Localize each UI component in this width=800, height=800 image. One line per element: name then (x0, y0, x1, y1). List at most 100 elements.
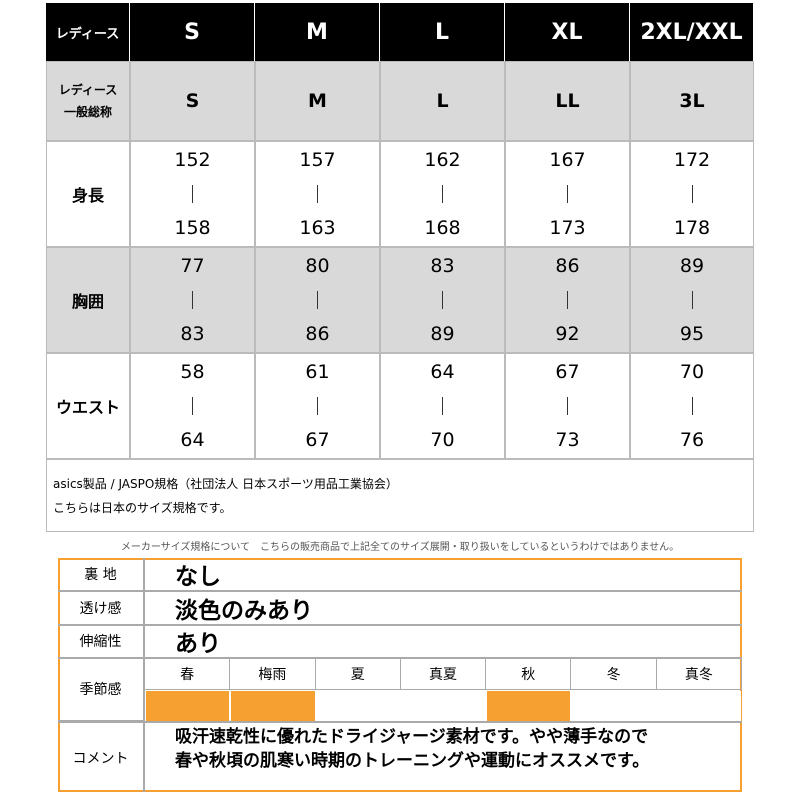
separator (691, 291, 693, 309)
header-size: M (255, 3, 380, 61)
season-flag (572, 691, 656, 721)
general-size: L (380, 61, 505, 141)
range-max: 163 (299, 217, 336, 239)
season-name: 真冬 (656, 658, 742, 690)
range-cell: 58 64 (130, 353, 255, 459)
range-cell: 67 73 (505, 353, 630, 459)
value: 淡色のみあり (175, 598, 313, 624)
header-size: 2XL/XXL (630, 3, 754, 61)
separator (691, 397, 693, 415)
range-max: 83 (180, 323, 205, 345)
range-min: 167 (549, 149, 586, 171)
general-label: レディース 一般総称 (46, 61, 130, 141)
range-cell: 70 76 (630, 353, 754, 459)
note: asics製品 / JASPO規格（社団法人 日本スポーツ用品工業協会） こちらは… (46, 459, 754, 532)
range-max: 92 (555, 323, 580, 345)
season-flag (401, 691, 486, 721)
label: 裏 地 (84, 567, 117, 583)
season-name: 真夏 (400, 658, 487, 690)
separator (317, 397, 318, 415)
value: あり (175, 631, 221, 657)
row-label: ウエスト (46, 353, 130, 459)
attr-value: なし (145, 558, 742, 592)
range-min: 157 (299, 149, 336, 171)
range-min: 172 (673, 149, 711, 171)
attr-value: あり (145, 625, 742, 659)
size: M (308, 90, 327, 112)
range-max: 89 (430, 323, 455, 345)
range-min: 64 (430, 361, 455, 383)
season-flag (487, 691, 571, 721)
comment-label: コメント (58, 723, 145, 792)
separator (317, 291, 318, 309)
range-max: 86 (305, 323, 330, 345)
label: 透け感 (79, 601, 122, 617)
range-cell: 172 178 (630, 141, 754, 247)
general-size: S (130, 61, 255, 141)
header-size: XL (505, 3, 630, 61)
range-cell: 167 173 (505, 141, 630, 247)
disclaimer-text: メーカーサイズ規格について こちらの販売商品で上記全てのサイズ展開・取り扱いをし… (120, 541, 680, 553)
range-max: 64 (180, 429, 205, 451)
range-cell: 77 83 (130, 247, 255, 353)
label: 季節感 (79, 682, 122, 698)
size: 3L (679, 90, 705, 112)
range-min: 152 (174, 149, 211, 171)
comment-line: 春や秋頃の肌寒い時期のトレーニングや運動にオススメです。 (175, 751, 650, 771)
size: S (184, 19, 200, 45)
range-max: 70 (430, 429, 455, 451)
separator (192, 397, 193, 415)
note-line: asics製品 / JASPO規格（社団法人 日本スポーツ用品工業協会） (53, 476, 398, 491)
range-max: 73 (555, 429, 580, 451)
separator (567, 397, 568, 415)
attr-label: 裏 地 (58, 558, 145, 592)
attr-value: 淡色のみあり (145, 592, 742, 626)
general-size: M (255, 61, 380, 141)
label: レディース (55, 26, 120, 42)
separator (691, 185, 693, 203)
label: ウエスト (55, 398, 120, 417)
range-min: 162 (424, 149, 461, 171)
range-min: 67 (555, 361, 580, 383)
name: 真冬 (684, 666, 713, 683)
season-name: 夏 (315, 658, 401, 690)
header-label: レディース (46, 3, 130, 61)
size: S (185, 90, 200, 112)
size: XL (551, 19, 583, 45)
season-flag (657, 691, 741, 721)
season-label: 季節感 (58, 658, 145, 722)
header-size: L (380, 3, 505, 61)
range-max: 173 (549, 217, 586, 239)
range-min: 61 (305, 361, 330, 383)
label: 伸縮性 (79, 634, 122, 650)
name: 冬 (606, 666, 621, 683)
separator (317, 185, 318, 203)
range-cell: 61 67 (255, 353, 380, 459)
range-min: 80 (305, 255, 330, 277)
separator (442, 397, 443, 415)
name: 秋 (521, 666, 536, 683)
range-cell: 152 158 (130, 141, 255, 247)
separator (567, 291, 568, 309)
label: コメント (72, 750, 129, 767)
range-cell: 83 89 (380, 247, 505, 353)
comment-line: 吸汗速乾性に優れたドライジャージ素材です。やや薄手なので (175, 727, 649, 747)
label: 胸囲 (71, 292, 104, 311)
row-label: 胸囲 (46, 247, 130, 353)
range-min: 86 (555, 255, 580, 277)
general-size: 3L (630, 61, 754, 141)
label: 身長 (71, 186, 104, 205)
range-max: 67 (305, 429, 330, 451)
attr-label: 透け感 (58, 592, 145, 626)
size: LL (555, 90, 580, 112)
season-flag (316, 691, 400, 721)
name: 春 (180, 666, 195, 683)
range-cell: 86 92 (505, 247, 630, 353)
row-label: 身長 (46, 141, 130, 247)
range-max: 158 (174, 217, 211, 239)
season-name: 冬 (571, 658, 657, 690)
season-flag (231, 691, 315, 721)
size: L (436, 90, 449, 112)
disclaimer: メーカーサイズ規格について こちらの販売商品で上記全てのサイズ展開・取り扱いをし… (46, 536, 754, 554)
